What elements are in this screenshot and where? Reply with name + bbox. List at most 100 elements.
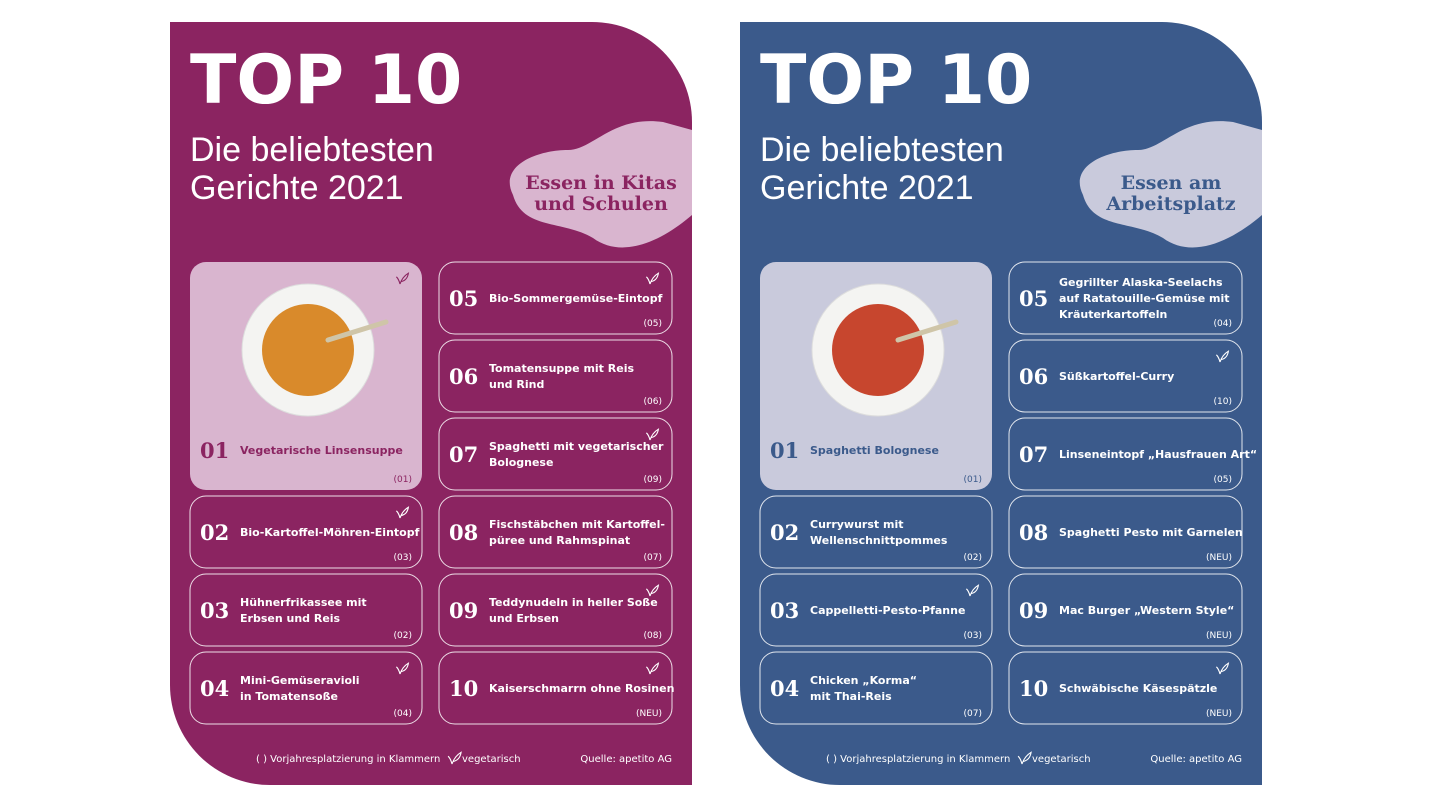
subtitle: Die beliebtesten (190, 131, 434, 169)
subtitle: Gerichte 2021 (760, 169, 974, 207)
rank: 08 (1019, 520, 1048, 545)
previous-rank: (04) (1214, 319, 1232, 329)
rank: 02 (770, 520, 799, 545)
badge-text: Arbeitsplatz (1105, 193, 1235, 215)
rank: 01 (200, 438, 229, 463)
footer-note: ( ) Vorjahresplatzierung in Klammern (826, 754, 1010, 765)
dish-name: Schwäbische Käsespätzle (1059, 682, 1217, 695)
card (438, 573, 673, 647)
badge-blob (1079, 121, 1262, 248)
veg-icon (1215, 662, 1230, 675)
food (262, 304, 354, 396)
previous-rank: (03) (394, 553, 412, 563)
dish-name: Spaghetti Bolognese (810, 444, 939, 457)
rank: 07 (1019, 442, 1048, 467)
previous-rank: (01) (394, 475, 412, 485)
badge-text: Essen am (1121, 172, 1222, 194)
rank: 04 (200, 676, 229, 701)
card (759, 573, 993, 647)
rank: 10 (1019, 676, 1048, 701)
rank: 09 (449, 598, 478, 623)
veg-icon (645, 662, 660, 675)
previous-rank: (02) (394, 631, 412, 641)
rank: 08 (449, 520, 478, 545)
card (438, 417, 673, 491)
previous-rank: (07) (964, 709, 982, 719)
rank: 07 (449, 442, 478, 467)
previous-rank: (01) (964, 475, 982, 485)
footer-source: Quelle: apetito AG (580, 754, 672, 765)
rank: 01 (770, 438, 799, 463)
dish-name: Mini-Gemüseravioli (240, 674, 360, 687)
rank: 09 (1019, 598, 1048, 623)
dish-name: Bio-Kartoffel-Möhren-Eintopf (240, 526, 420, 539)
subtitle: Die beliebtesten (760, 131, 1004, 169)
badge-blob (509, 121, 692, 248)
dish-name: und Rind (489, 378, 544, 391)
previous-rank: (02) (964, 553, 982, 563)
dish-name: Linseneintopf „Hausfrauen Art“ (1059, 448, 1257, 461)
previous-rank: (NEU) (1206, 553, 1232, 563)
footer-veg: vegetarisch (462, 754, 521, 765)
subtitle: Gerichte 2021 (190, 169, 404, 207)
title: TOP 10 (760, 41, 1032, 120)
previous-rank: (06) (644, 397, 662, 407)
veg-icon (645, 584, 660, 597)
dish-name: Fischstäbchen mit Kartoffel- (489, 518, 665, 531)
rank: 03 (770, 598, 799, 623)
rank: 06 (449, 364, 478, 389)
rank: 05 (1019, 286, 1048, 311)
card (1008, 495, 1243, 569)
rank: 02 (200, 520, 229, 545)
previous-rank: (08) (644, 631, 662, 641)
dish-name: Tomatensuppe mit Reis (489, 362, 634, 375)
previous-rank: (10) (1214, 397, 1232, 407)
dish-name: mit Thai-Reis (810, 690, 892, 703)
dish-name: Kaiserschmarrn ohne Rosinen (489, 682, 674, 695)
previous-rank: (09) (644, 475, 662, 485)
dish-name: Wellenschnittpommes (810, 534, 948, 547)
rank: 05 (449, 286, 478, 311)
dish-name: püree und Rahmspinat (489, 534, 630, 547)
rank: 03 (200, 598, 229, 623)
dish-name: Spaghetti Pesto mit Garnelen (1059, 526, 1243, 539)
veg-icon (1017, 751, 1032, 765)
previous-rank: (NEU) (636, 709, 662, 719)
veg-icon (645, 428, 660, 441)
dish-name: Mac Burger „Western Style“ (1059, 604, 1234, 617)
dish-name: Spaghetti mit vegetarischer (489, 440, 664, 453)
dish-name: Teddynudeln in heller Soße (489, 596, 658, 609)
dish-name: Kräuterkartoffeln (1059, 308, 1167, 321)
previous-rank: (05) (1214, 475, 1232, 485)
dish-name: Hühnerfrikassee mit (240, 596, 367, 609)
dish-name: und Erbsen (489, 612, 559, 625)
footer-veg: vegetarisch (1032, 754, 1091, 765)
card (189, 495, 423, 569)
badge-text: Essen in Kitas (525, 172, 677, 194)
previous-rank: (NEU) (1206, 631, 1232, 641)
previous-rank: (07) (644, 553, 662, 563)
dish-name: Bio-Sommergemüse-Eintopf (489, 292, 663, 305)
veg-icon (395, 506, 410, 519)
card (1008, 339, 1243, 413)
dish-name: Bolognese (489, 456, 553, 469)
food (832, 304, 924, 396)
card (1008, 261, 1243, 335)
veg-icon (1215, 350, 1230, 363)
rank: 10 (449, 676, 478, 701)
card (438, 339, 673, 413)
card (189, 651, 423, 725)
rank: 04 (770, 676, 799, 701)
previous-rank: (05) (644, 319, 662, 329)
spoon (895, 319, 959, 343)
card (1008, 573, 1243, 647)
card (759, 495, 993, 569)
previous-rank: (NEU) (1206, 709, 1232, 719)
card (438, 651, 673, 725)
previous-rank: (03) (964, 631, 982, 641)
dish-name: Erbsen und Reis (240, 612, 341, 625)
dish-name: Süßkartoffel-Curry (1059, 370, 1174, 383)
badge-text: und Schulen (534, 193, 668, 215)
card (438, 495, 673, 569)
